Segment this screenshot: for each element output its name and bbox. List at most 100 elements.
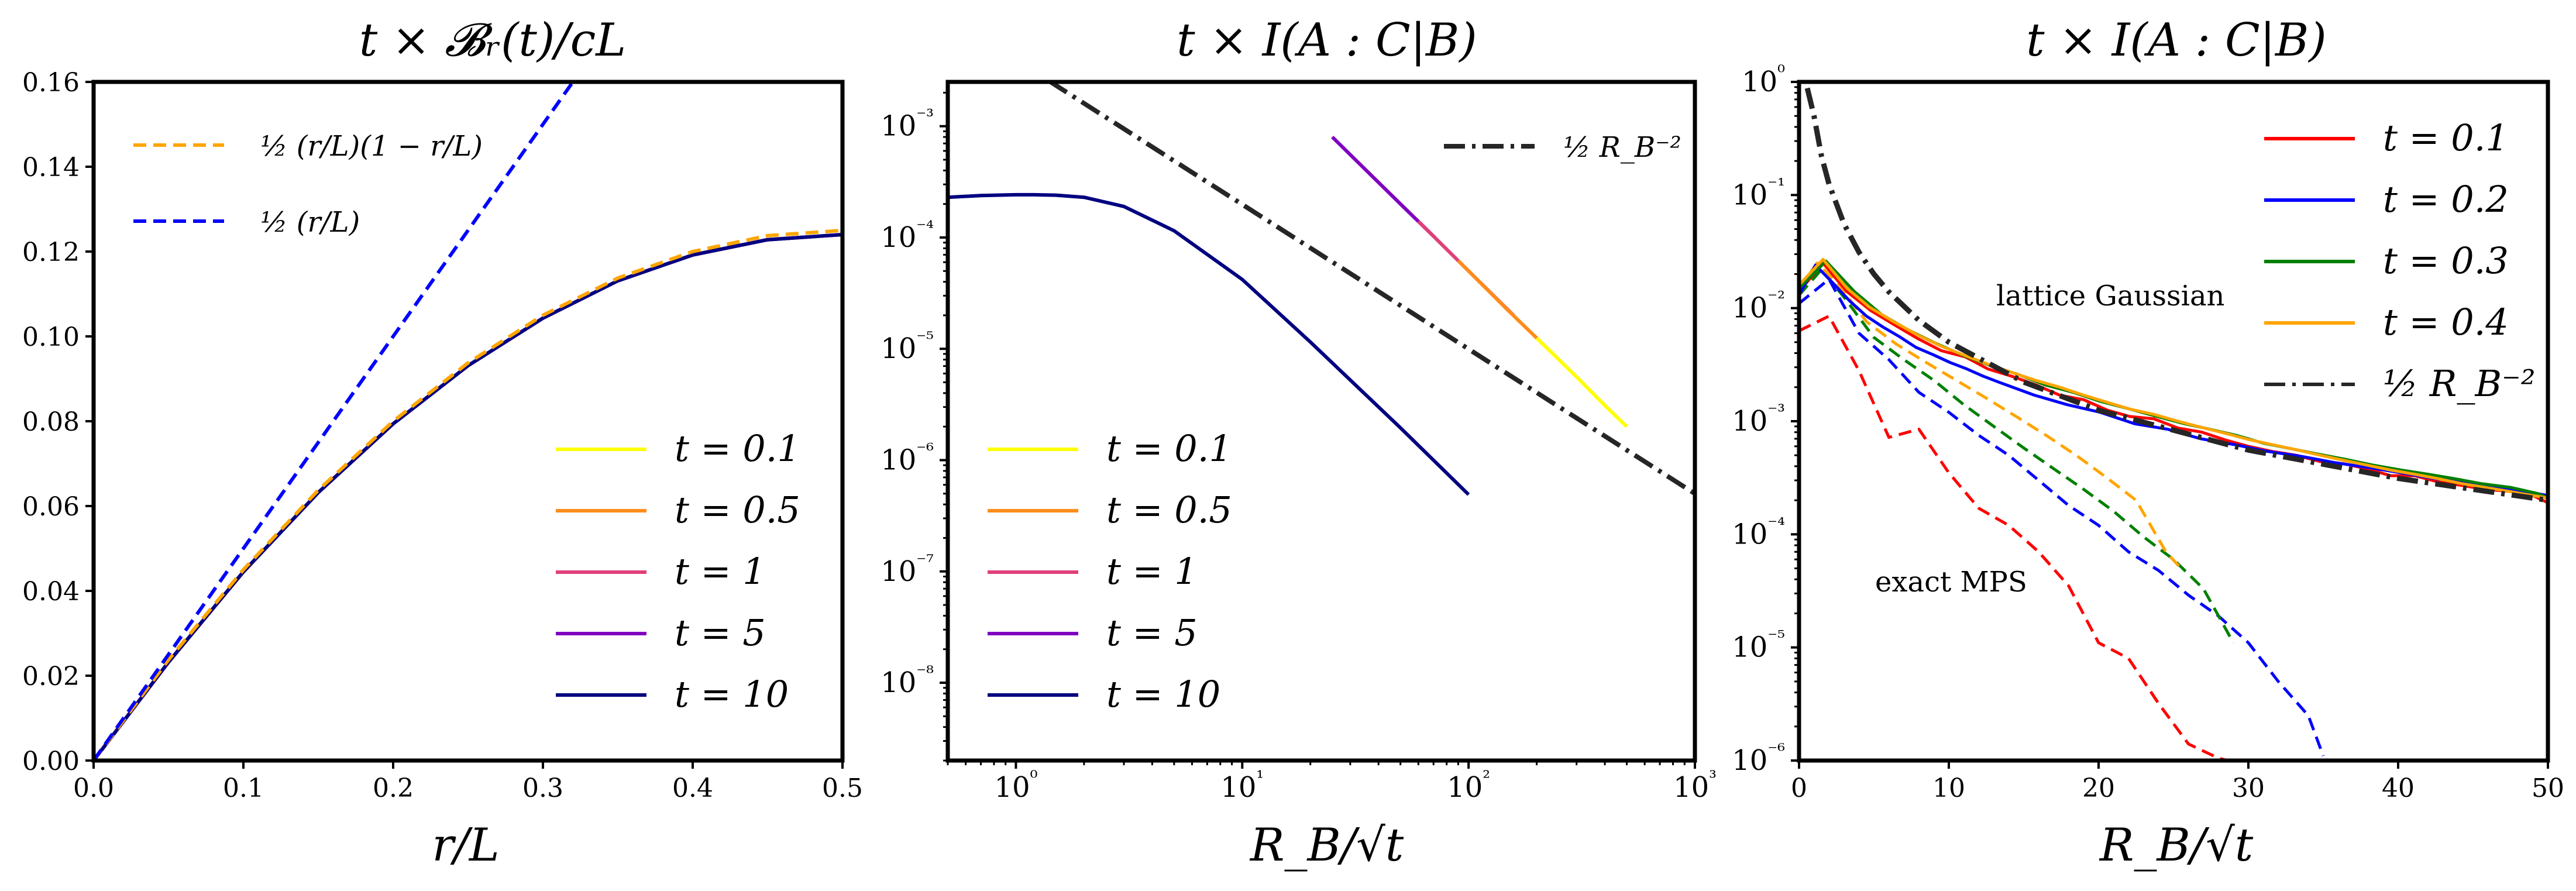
panel-3-ytick-4-label: 10⁻² bbox=[1732, 287, 1785, 325]
panel-1-ytick-5-label: 0.10 bbox=[22, 322, 80, 352]
panel-3-mps-curve-2 bbox=[1799, 268, 2235, 644]
panel-1-ticks: 0.00 0.02 0.04 0.06 0.08 0.10 0.12 0.14 0.16 0.0 0… bbox=[22, 68, 863, 803]
panel-3: t × I(A : C|B) R_B/√t 10⁻⁶10⁻⁵10⁻⁴10⁻³10… bbox=[1732, 14, 2564, 872]
panel-3-ytick-3-label: 10⁻³ bbox=[1732, 400, 1785, 438]
tick-exponent: ⁻³ bbox=[916, 105, 934, 128]
panel-1-ref-r-l bbox=[94, 82, 575, 761]
panel-3-ytick-1-label: 10⁻⁵ bbox=[1732, 627, 1785, 664]
panel-1-ytick-8-label: 0.16 bbox=[22, 68, 80, 98]
panel-1-ytick-6-label: 0.12 bbox=[22, 238, 80, 267]
legend-label-t-0-1: t = 0.1 bbox=[2383, 116, 2509, 159]
panel-2-ytick-4-label: 10⁻⁴ bbox=[881, 216, 934, 254]
panel-1-xtick-1-label: 0.1 bbox=[223, 773, 264, 803]
legend-label-t-0-3: t = 0.3 bbox=[2383, 239, 2509, 282]
panel-1-ytick-0-label: 0.00 bbox=[22, 746, 80, 776]
tick-exponent: ¹ bbox=[1256, 766, 1264, 789]
panel-1-ref-r-l-1-r-l bbox=[94, 228, 842, 761]
panel-1-ytick-7-label: 0.14 bbox=[22, 153, 80, 183]
panel-3-ytick-5-label: 10⁻¹ bbox=[1732, 174, 1785, 211]
panel-2-series-t-0-5 bbox=[1457, 259, 1549, 350]
tick-base: 10 bbox=[1732, 178, 1767, 211]
panel-1-xtick-5-label: 0.5 bbox=[822, 773, 863, 803]
panel-3-legend: t = 0.1 t = 0.2 t = 0.3 t = 0.4 ½ R_B⁻² bbox=[2264, 116, 2536, 405]
panel-3-xtick-5-label: 50 bbox=[2532, 773, 2564, 803]
legend-label-r-b: ½ R_B⁻² bbox=[2383, 362, 2536, 405]
panel-2-xtick-0-label: 10⁰ bbox=[995, 766, 1038, 804]
panel-2-series-t-0-1 bbox=[1535, 336, 1628, 428]
legend-label-t-1: t = 1 bbox=[1106, 550, 1198, 593]
tick-exponent: ⁻⁷ bbox=[916, 551, 934, 573]
panel-3-mps-curve-3 bbox=[1799, 262, 2182, 570]
legend-label-t-0-1: t = 0.1 bbox=[1106, 427, 1232, 470]
panel-1-title: t × 𝓑ᵣ(t)/cL bbox=[359, 14, 626, 67]
tick-exponent: ⁻² bbox=[1767, 287, 1785, 309]
panel-1-xtick-2-label: 0.2 bbox=[373, 773, 414, 803]
tick-exponent: ⁻⁴ bbox=[1767, 513, 1785, 535]
tick-base: 10 bbox=[1732, 405, 1767, 438]
legend-label-t-5: t = 5 bbox=[1106, 611, 1198, 654]
panel-1-frame bbox=[91, 80, 845, 763]
tick-exponent: ⁰ bbox=[1777, 61, 1785, 83]
panel-1-ytick-3-label: 0.06 bbox=[22, 492, 80, 522]
tick-exponent: ⁻⁸ bbox=[916, 662, 934, 684]
tick-base: 10 bbox=[881, 666, 916, 699]
legend-label-half-rb-inv-sq: ½ R_B⁻² bbox=[1563, 131, 1681, 164]
panel-2-plot-area bbox=[948, 82, 1695, 496]
legend-label-t-1: t = 1 bbox=[675, 550, 766, 593]
tick-exponent: ² bbox=[1483, 766, 1490, 789]
panel-2-xlabel: R_B/√t bbox=[1249, 819, 1404, 872]
legend-label-half-r-one-minus-r: ½ (r/L)(1 − r/L) bbox=[260, 130, 483, 163]
panel-2-ytick-5-label: 10⁻³ bbox=[881, 105, 934, 143]
panel-3-frame bbox=[1797, 80, 2550, 763]
tick-exponent: ⁻⁴ bbox=[916, 216, 934, 239]
panel-2-xtick-2-label: 10² bbox=[1447, 766, 1490, 804]
panel-2-ytick-2-label: 10⁻⁶ bbox=[881, 439, 934, 476]
tick-exponent: ⁻⁶ bbox=[1767, 739, 1785, 762]
annotation-exact-mps: exact MPS bbox=[1875, 566, 2027, 598]
panel-1-ytick-4-label: 0.08 bbox=[22, 407, 80, 437]
panel-2-title: t × I(A : C|B) bbox=[1177, 14, 1477, 67]
tick-base: 10 bbox=[881, 110, 916, 143]
tick-exponent: ⁰ bbox=[1030, 766, 1038, 789]
panel-2-series-t-10 bbox=[948, 192, 1470, 496]
legend-label-t-0-5: t = 0.5 bbox=[675, 488, 800, 531]
legend-label-t-10: t = 10 bbox=[675, 673, 789, 715]
legend-label-t-0-1: t = 0.1 bbox=[675, 427, 800, 470]
tick-exponent: ⁻⁶ bbox=[916, 439, 934, 461]
panel-1-xtick-0-label: 0.0 bbox=[73, 773, 114, 803]
legend-label-t-0-4: t = 0.4 bbox=[2383, 301, 2509, 343]
panel-1-xtick-4-label: 0.4 bbox=[672, 773, 713, 803]
tick-base: 10 bbox=[1673, 771, 1709, 804]
panel-1-xtick-3-label: 0.3 bbox=[522, 773, 563, 803]
legend-label-t-0-5: t = 0.5 bbox=[1106, 488, 1232, 531]
panel-3-series-t-0-1 bbox=[1799, 262, 2548, 504]
tick-base: 10 bbox=[1732, 518, 1767, 551]
legend-label-t-0-2: t = 0.2 bbox=[2383, 178, 2509, 221]
legend-label-half-r: ½ (r/L) bbox=[260, 206, 360, 239]
panel-3-plot-area bbox=[1799, 87, 2548, 761]
panel-1-ytick-2-label: 0.04 bbox=[22, 577, 80, 607]
panel-1-ytick-1-label: 0.02 bbox=[22, 662, 80, 692]
panel-2-ytick-0-label: 10⁻⁸ bbox=[881, 662, 934, 699]
panel-3-ref-r-b bbox=[1804, 87, 2548, 503]
panel-1-legend-top: ½ (r/L)(1 − r/L) ½ (r/L) bbox=[133, 130, 483, 239]
panel-3-xtick-3-label: 30 bbox=[2232, 773, 2265, 803]
tick-base: 10 bbox=[1732, 631, 1767, 664]
tick-exponent: ⁻¹ bbox=[1767, 174, 1785, 196]
panel-2-legend-top: ½ R_B⁻² bbox=[1444, 131, 1681, 164]
panel-3-xlabel: R_B/√t bbox=[2099, 819, 2254, 872]
panel-1: t × 𝓑ᵣ(t)/cL r/L 0.00 0.02 0.04 0.06 0.08 0.1… bbox=[22, 14, 863, 872]
tick-base: 10 bbox=[881, 332, 916, 365]
panel-1-xlabel: r/L bbox=[432, 819, 499, 872]
panel-2-xtick-3-label: 10³ bbox=[1673, 766, 1717, 804]
panel-3-ytick-0-label: 10⁻⁶ bbox=[1732, 739, 1785, 777]
panel-3-title: t × I(A : C|B) bbox=[2026, 14, 2326, 67]
tick-base: 10 bbox=[881, 221, 916, 254]
tick-base: 10 bbox=[1732, 744, 1767, 777]
panel-3-xtick-0-label: 0 bbox=[1791, 773, 1807, 803]
tick-exponent: ⁻⁵ bbox=[1767, 627, 1785, 649]
tick-exponent: ⁻³ bbox=[1767, 400, 1785, 422]
annotation-lattice-gaussian: lattice Gaussian bbox=[1996, 280, 2224, 312]
panel-3-ytick-6-label: 10⁰ bbox=[1742, 61, 1785, 98]
